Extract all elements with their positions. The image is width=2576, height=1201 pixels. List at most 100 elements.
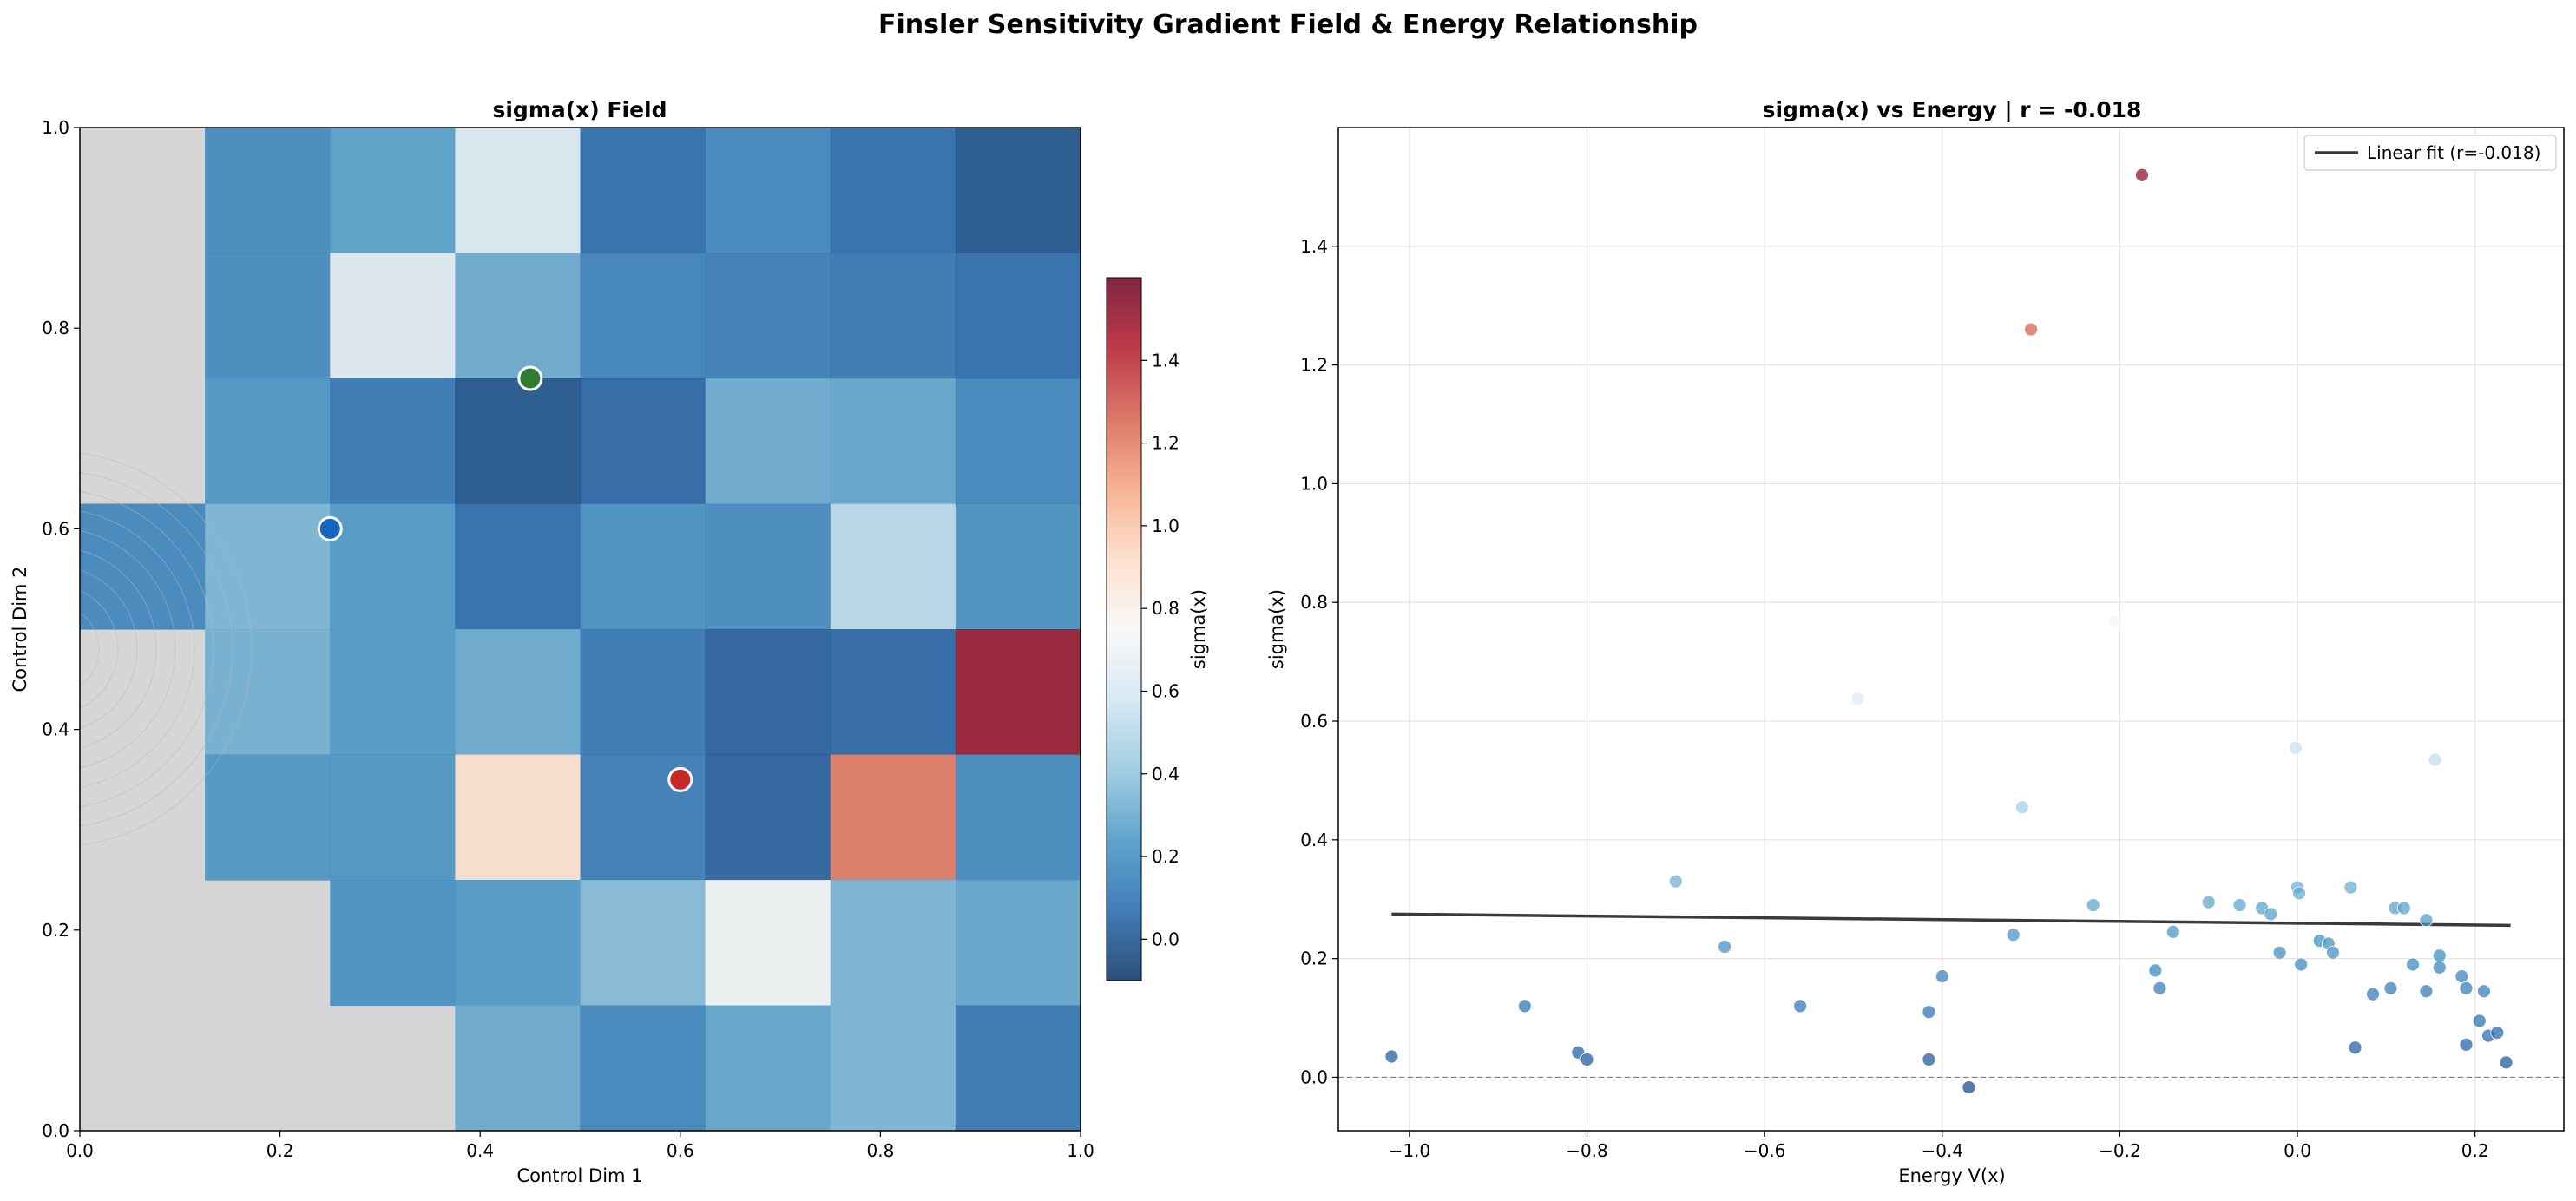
scatter-point xyxy=(2006,928,2021,942)
heatmap-cell xyxy=(205,128,331,254)
scatter-point xyxy=(2272,945,2287,960)
colorbar-tick-label: 0.6 xyxy=(1152,680,1180,701)
heatmap-cell xyxy=(205,253,331,379)
contour-line xyxy=(80,590,119,709)
scatter-ytick-label: 0.2 xyxy=(1300,948,1328,969)
heatmap-cell xyxy=(830,128,956,254)
scatter-point xyxy=(2201,895,2216,909)
scatter-ytick-label: 0.0 xyxy=(1300,1066,1328,1087)
marker-point xyxy=(317,515,343,541)
heatmap-cell xyxy=(330,629,456,756)
heatmap-cell xyxy=(580,629,706,756)
heatmap-cell xyxy=(705,1005,831,1132)
colorbar: 0.0 0.2 0.4 0.6 0.8 1.0 1.2 1.4 sigma(x) xyxy=(1106,277,1209,981)
heatmap-xtick-label: 0.2 xyxy=(266,1140,294,1161)
heatmap-cell xyxy=(455,754,582,881)
heatmap-title: sigma(x) Field xyxy=(492,97,667,122)
scatter-point xyxy=(2406,957,2420,972)
scatter-point xyxy=(2499,1055,2514,1070)
scatter-point xyxy=(2135,167,2149,182)
legend-box xyxy=(2303,135,2557,171)
scatter-point xyxy=(1668,874,1683,889)
scatter-point xyxy=(2108,614,2123,629)
heatmap-ytick-label: 0.6 xyxy=(42,518,69,539)
contour-line xyxy=(80,645,81,653)
scatter-ytick-label: 0.4 xyxy=(1300,830,1328,850)
heatmap-cell xyxy=(455,880,582,1007)
scatter-point xyxy=(1850,692,1865,706)
heatmap-cell xyxy=(580,880,706,1007)
colorbar-tick-label: 1.2 xyxy=(1152,433,1180,454)
scatter-point xyxy=(2459,1037,2474,1052)
heatmap-ytick-label: 0.4 xyxy=(42,719,69,740)
heatmap-cell xyxy=(580,1005,706,1132)
colorbar-label: sigma(x) xyxy=(1188,589,1209,669)
heatmap-cell xyxy=(705,378,831,505)
marker-point xyxy=(667,766,693,792)
heatmap-cell xyxy=(955,1005,1081,1132)
scatter-point xyxy=(1718,940,1732,954)
heatmap-xtick-label: 1.0 xyxy=(1067,1140,1094,1161)
scatter-point xyxy=(1922,1005,1936,1020)
scatter-point xyxy=(2396,901,2411,916)
scatter-point xyxy=(2326,945,2340,960)
contour-line xyxy=(80,549,157,749)
heatmap-cell xyxy=(955,629,1081,756)
heatmap-cell xyxy=(205,503,331,630)
scatter-point xyxy=(2292,886,2306,901)
scatter-point xyxy=(1580,1053,1594,1066)
heatmap-cell xyxy=(830,253,956,379)
heatmap-cell xyxy=(955,253,1081,379)
colorbar-ticks: 0.0 0.2 0.4 0.6 0.8 1.0 1.2 1.4 xyxy=(1141,350,1180,949)
heatmap-ticks: 0.0 0.2 0.4 0.6 0.8 1.0 0.0 0.2 0.4 0.6 0.8 1.0 xyxy=(42,117,1094,1161)
heatmap-cell xyxy=(955,378,1081,505)
heatmap-cell xyxy=(830,754,956,881)
scatter-point xyxy=(2419,913,2434,928)
scatter-ytick-label: 1.2 xyxy=(1300,355,1328,376)
heatmap-contours xyxy=(80,452,253,846)
heatmap-cell xyxy=(830,629,956,756)
marker-point xyxy=(517,365,543,391)
scatter-ticks: −1.0 −0.8 −0.6 −0.4 −0.2 0.0 0.2 0.0 0.2 0.4 0.6 0.… xyxy=(1300,236,2488,1161)
scatter-point xyxy=(2366,987,2380,1001)
heatmap-cell xyxy=(830,378,956,505)
contour-line xyxy=(80,491,214,808)
scatter-point xyxy=(1962,1080,1976,1094)
heatmap-cell xyxy=(330,128,456,254)
heatmap-cell xyxy=(330,378,456,505)
heatmap-cell xyxy=(330,503,456,630)
scatter-grid xyxy=(1338,128,2564,1131)
contour-line xyxy=(80,612,100,687)
colorbar-tick-label: 0.8 xyxy=(1152,598,1180,619)
heatmap-ytick-label: 0.0 xyxy=(42,1120,69,1141)
scatter-point xyxy=(2289,740,2303,755)
scatter-point xyxy=(2432,948,2447,963)
heatmap-cell xyxy=(705,754,831,881)
scatter-xtick-label: −0.2 xyxy=(2099,1140,2141,1161)
scatter-ytick-label: 0.8 xyxy=(1300,592,1328,613)
heatmap-cell xyxy=(330,880,456,1007)
heatmap-xtick-label: 0.4 xyxy=(466,1140,494,1161)
heatmap-ytick-label: 1.0 xyxy=(42,117,69,138)
scatter-ytick-label: 1.0 xyxy=(1300,473,1328,494)
heatmap-cell xyxy=(705,880,831,1007)
colorbar-tick-label: 0.2 xyxy=(1152,846,1180,867)
scatter-point xyxy=(1935,969,1949,984)
scatter-point xyxy=(2419,984,2434,999)
colorbar-bar xyxy=(1106,277,1142,981)
contour-line xyxy=(80,569,138,729)
heatmap-cell xyxy=(580,378,706,505)
heatmap-cell xyxy=(455,128,582,254)
heatmap-cells xyxy=(80,128,1081,1132)
colorbar-tick-label: 1.4 xyxy=(1152,350,1180,371)
scatter-point xyxy=(2264,907,2278,922)
heatmap-cell xyxy=(455,378,582,505)
heatmap-cell xyxy=(705,253,831,379)
heatmap-cell xyxy=(705,503,831,630)
heatmap-cell xyxy=(955,503,1081,630)
scatter-fit-line xyxy=(1391,912,2511,928)
scatter-xtick-label: −0.6 xyxy=(1744,1140,1786,1161)
colorbar-tick-label: 0.4 xyxy=(1152,764,1180,784)
scatter-panel: sigma(x) vs Energy | r = -0.018 −1.0 −0.8… xyxy=(1266,97,2565,1186)
scatter-point xyxy=(1384,1049,1399,1064)
